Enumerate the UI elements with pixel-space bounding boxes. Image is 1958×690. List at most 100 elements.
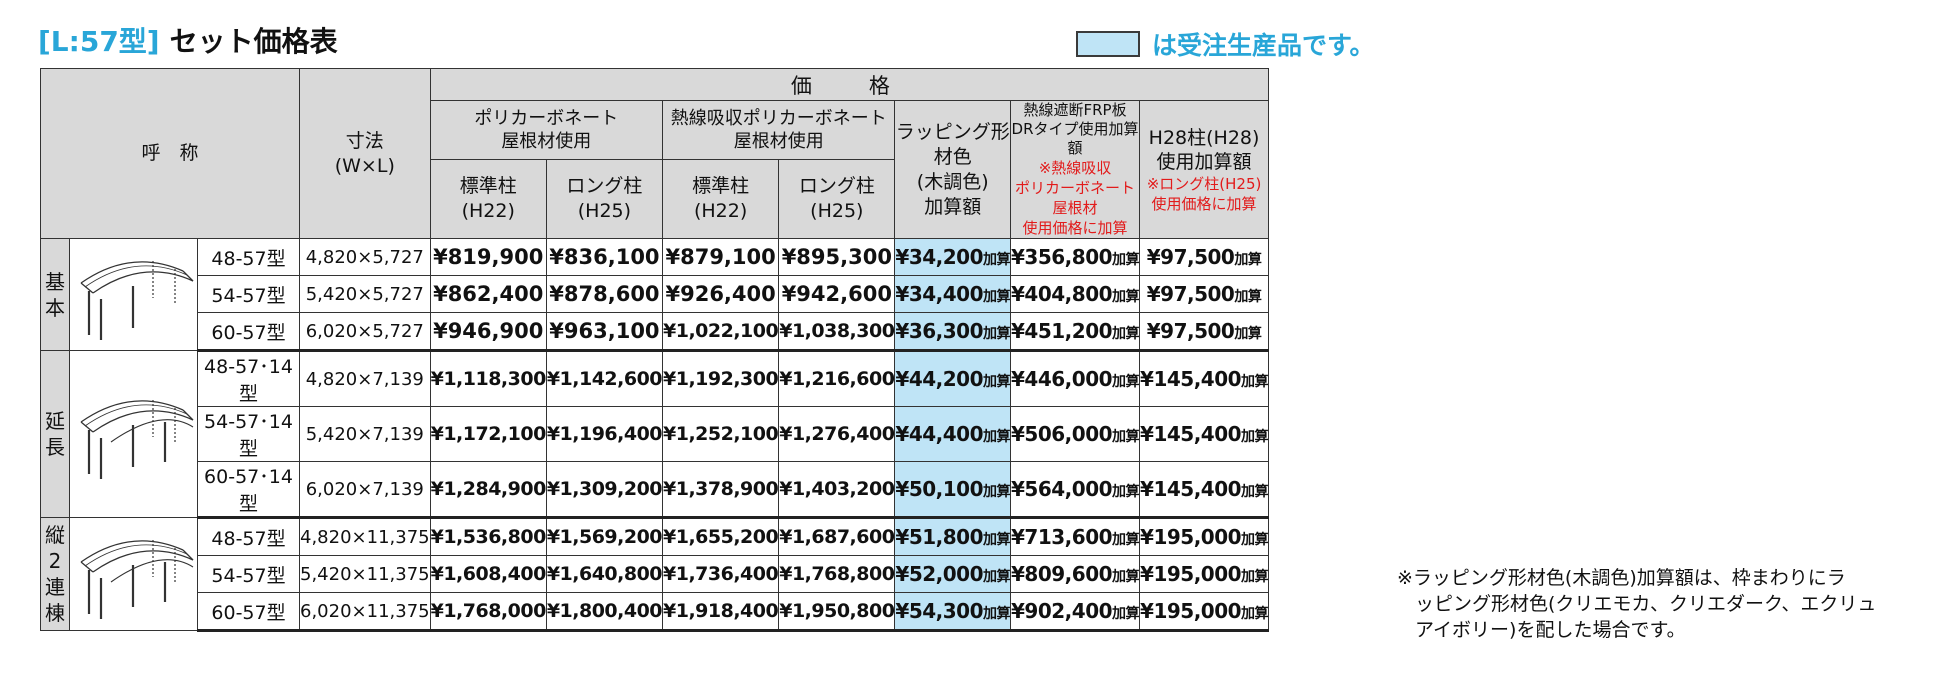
table-row: 60-57型 6,020×11,375 ¥1,768,000 ¥1,800,400 ¥1… [41,592,1270,632]
header-poly: ポリカーボネート 屋根材使用 [429,99,664,161]
price-heat-std: ¥1,252,100 [662,406,780,462]
addon-h28: ¥145,400加算 [1139,461,1270,519]
table-title: セット価格表 [169,25,338,58]
price-heat-long: ¥942,600 [778,275,896,313]
table-row: 60-57型 6,020×5,727 ¥946,900 ¥963,100 ¥1,022,… [41,312,1270,352]
size-value: 4,820×5,727 [299,238,431,276]
model-name: 54-57･14型 [197,406,300,462]
size-value: 5,420×11,375 [299,555,431,593]
addon-wrap: ¥44,200加算 [894,350,1012,407]
price-heat-std: ¥1,378,900 [662,461,780,519]
model-name: 60-57型 [197,592,300,632]
price-poly-std: ¥819,900 [429,238,547,276]
price-heat-std: ¥1,736,400 [662,555,780,593]
size-value: 4,820×11,375 [299,517,431,556]
addon-wrap: ¥50,100加算 [894,461,1012,519]
size-value: 5,420×5,727 [299,275,431,313]
size-value: 6,020×5,727 [299,312,431,352]
price-heat-long: ¥1,403,200 [778,461,896,519]
header-frp: 熱線遮断FRP板 DRタイプ使用加算額 ※熱線吸収 ポリカーボネート屋根材 使用… [1010,100,1141,239]
model-name: 60-57･14型 [197,461,300,519]
table-row: 延長 48-57･14型 4,820×7,139 ¥1,118,300 ¥1,142,6… [40,350,1270,518]
price-heat-std: ¥926,400 [662,275,780,313]
addon-frp: ¥451,200加算 [1010,312,1141,352]
addon-wrap: ¥44,400加算 [894,406,1012,462]
table-row: 基本 48-57型 4,820×5,727 ¥819,900 ¥836,100 ¥879,… [40,238,1270,351]
price-poly-std: ¥1,768,000 [429,592,547,632]
price-heat-long: ¥1,950,800 [778,592,896,632]
addon-h28: ¥195,000加算 [1139,517,1270,556]
legend-text: は受注生産品です。 [1152,31,1375,60]
model-name: 48-57型 [197,517,300,556]
addon-h28: ¥97,500加算 [1139,275,1270,313]
addon-frp: ¥446,000加算 [1010,350,1141,407]
header-price: 価 格 [429,68,1270,101]
addon-h28: ¥97,500加算 [1139,238,1270,276]
size-value: 6,020×11,375 [299,592,431,632]
price-poly-std: ¥1,608,400 [429,555,547,593]
price-heat-long: ¥1,768,800 [778,555,896,593]
header-poly-long: ロング柱 (H25) [545,159,664,239]
legend: は受注生産品です。 [1076,26,1375,62]
header-poly-std: 標準柱 (H22) [429,159,547,239]
header-heat-std: 標準柱 (H22) [662,159,780,239]
addon-h28: ¥145,400加算 [1139,406,1270,462]
price-poly-long: ¥1,142,600 [545,350,664,407]
addon-wrap: ¥34,200加算 [894,238,1012,276]
addon-frp: ¥356,800加算 [1010,238,1141,276]
price-poly-std: ¥1,536,800 [429,517,547,556]
table-row: 54-57型 5,420×5,727 ¥862,400 ¥878,600 ¥926,40… [41,275,1270,313]
price-poly-std: ¥1,172,100 [429,406,547,462]
carport-illustration [69,517,198,631]
table-row: 54-57･14型 5,420×7,139 ¥1,172,100 ¥1,196,400… [41,406,1270,462]
addon-frp: ¥404,800加算 [1010,275,1141,313]
price-table: 呼 称 寸法 (W×L) 価 格 ポリカーボネート 屋根材使用 熱線吸収ポリカーボ… [40,68,1270,632]
addon-h28: ¥195,000加算 [1139,555,1270,593]
header-heat-poly: 熱線吸収ポリカーボネート 屋根材使用 [662,99,896,161]
table-row: 54-57型 5,420×11,375 ¥1,608,400 ¥1,640,800 ¥1… [41,555,1270,593]
addon-wrap: ¥34,400加算 [894,275,1012,313]
table-row: 60-57･14型 6,020×7,139 ¥1,284,900 ¥1,309,200… [41,461,1270,519]
price-poly-long: ¥1,640,800 [545,555,664,593]
price-poly-long: ¥1,569,200 [545,517,664,556]
addon-h28: ¥195,000加算 [1139,592,1270,632]
legend-swatch [1076,31,1140,57]
table-row: 縦 2 連棟 48-57型 4,820×11,375 ¥1,536,800 ¥1,569,2… [40,517,1270,631]
addon-wrap: ¥52,000加算 [894,555,1012,593]
price-poly-long: ¥963,100 [545,312,664,352]
model-name: 54-57型 [197,555,300,593]
header-wrap: ラッピング形材色 (木調色) 加算額 [894,100,1012,239]
addon-frp: ¥809,600加算 [1010,555,1141,593]
price-heat-long: ¥1,038,300 [778,312,896,352]
addon-wrap: ¥54,300加算 [894,592,1012,632]
size-value: 4,820×7,139 [299,350,431,407]
addon-wrap: ¥51,800加算 [894,517,1012,556]
addon-frp: ¥902,400加算 [1010,592,1141,632]
price-poly-long: ¥1,800,400 [545,592,664,632]
price-heat-std: ¥1,192,300 [662,350,780,407]
addon-frp: ¥564,000加算 [1010,461,1141,519]
addon-h28: ¥97,500加算 [1139,312,1270,352]
model-name: 54-57型 [197,275,300,313]
price-heat-std: ¥1,918,400 [662,592,780,632]
price-heat-std: ¥1,655,200 [662,517,780,556]
header-heat-long: ロング柱 (H25) [778,159,896,239]
header-name: 呼 称 [40,68,300,239]
group-label: 延長 [40,350,70,518]
addon-wrap: ¥36,300加算 [894,312,1012,352]
addon-h28: ¥145,400加算 [1139,350,1270,407]
price-heat-std: ¥1,022,100 [662,312,780,352]
model-name: 60-57型 [197,312,300,352]
size-value: 6,020×7,139 [299,461,431,519]
addon-frp: ¥713,600加算 [1010,517,1141,556]
group-label: 基本 [40,238,70,351]
carport-illustration [69,350,198,518]
carport-illustration [69,238,198,351]
footnote: ※ラッピング形材色(木調色)加算額は、枠まわりにラ ッピング形材色(クリエモカ、… [1397,567,1877,641]
price-poly-long: ¥1,196,400 [545,406,664,462]
model-name: 48-57型 [197,238,300,276]
price-heat-long: ¥1,216,600 [778,350,896,407]
price-poly-long: ¥836,100 [545,238,664,276]
price-heat-std: ¥879,100 [662,238,780,276]
price-poly-std: ¥862,400 [429,275,547,313]
